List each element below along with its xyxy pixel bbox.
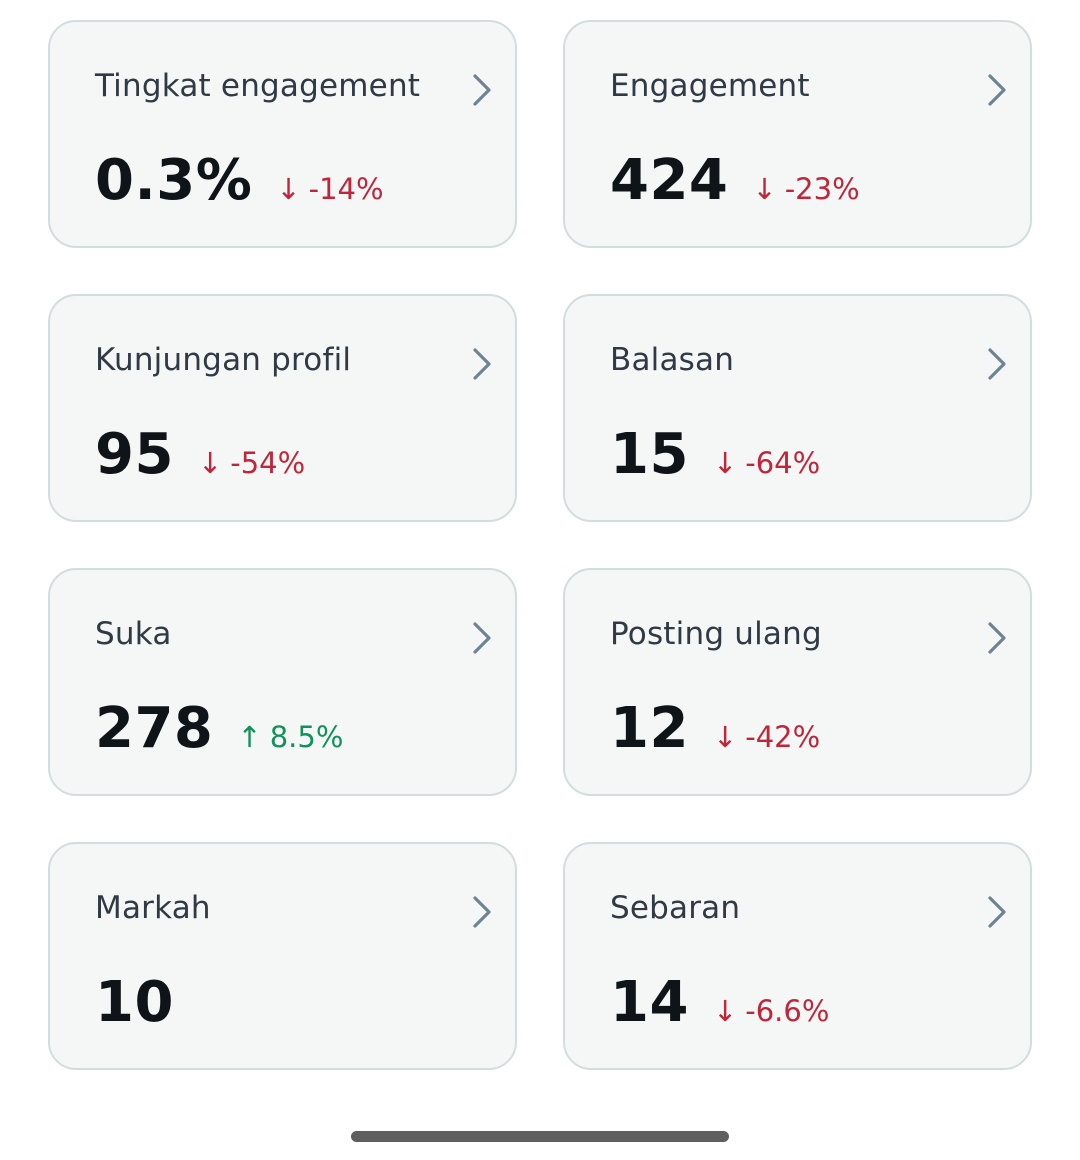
metric-value-row: 0.3% ↓ -14% bbox=[95, 148, 384, 213]
metric-value-row: 12 ↓ -42% bbox=[610, 696, 820, 761]
metric-change-value: -23% bbox=[784, 172, 860, 206]
metric-value: 278 bbox=[95, 696, 214, 761]
metric-change: ↓ -23% bbox=[752, 172, 859, 206]
metric-card-replies[interactable]: Balasan 15 ↓ -64% bbox=[563, 294, 1032, 522]
chevron-right-icon bbox=[988, 622, 1006, 654]
metric-change: ↓ -42% bbox=[713, 720, 820, 754]
metric-card-engagement[interactable]: Engagement 424 ↓ -23% bbox=[563, 20, 1032, 248]
metric-label: Balasan bbox=[610, 342, 735, 378]
metric-value: 95 bbox=[95, 422, 174, 487]
metric-value-row: 95 ↓ -54% bbox=[95, 422, 305, 487]
metric-label: Sebaran bbox=[610, 890, 741, 926]
metric-label: Engagement bbox=[610, 68, 810, 104]
metric-value-row: 14 ↓ -6.6% bbox=[610, 970, 829, 1035]
arrow-down-icon: ↓ bbox=[712, 446, 738, 480]
metric-change-value: -42% bbox=[745, 720, 821, 754]
metric-card-shares[interactable]: Sebaran 14 ↓ -6.6% bbox=[563, 842, 1032, 1070]
metric-card-bookmarks[interactable]: Markah 10 bbox=[48, 842, 517, 1070]
metric-value-row: 424 ↓ -23% bbox=[610, 148, 860, 213]
metric-change: ↓ -64% bbox=[713, 446, 820, 480]
metric-label: Tingkat engagement bbox=[95, 68, 421, 104]
metric-label: Markah bbox=[95, 890, 211, 926]
metric-value: 0.3% bbox=[95, 148, 253, 213]
metric-change: ↑ 8.5% bbox=[237, 720, 343, 754]
chevron-right-icon bbox=[473, 896, 491, 928]
metric-label: Kunjungan profil bbox=[95, 342, 352, 378]
metric-value: 424 bbox=[610, 148, 729, 213]
chevron-right-icon bbox=[473, 622, 491, 654]
metric-change-value: 8.5% bbox=[269, 720, 344, 754]
metric-value: 12 bbox=[610, 696, 689, 761]
metric-value-row: 278 ↑ 8.5% bbox=[95, 696, 343, 761]
metrics-grid: Tingkat engagement 0.3% ↓ -14% Engagemen… bbox=[48, 20, 1032, 1070]
metric-label: Suka bbox=[95, 616, 172, 652]
home-indicator[interactable] bbox=[351, 1131, 729, 1142]
metric-card-profile-visits[interactable]: Kunjungan profil 95 ↓ -54% bbox=[48, 294, 517, 522]
metric-value-row: 10 bbox=[95, 970, 174, 1035]
chevron-right-icon bbox=[988, 896, 1006, 928]
metric-change: ↓ -6.6% bbox=[713, 994, 829, 1028]
metric-card-likes[interactable]: Suka 278 ↑ 8.5% bbox=[48, 568, 517, 796]
metric-value: 15 bbox=[610, 422, 689, 487]
metric-change-value: -54% bbox=[230, 446, 306, 480]
chevron-right-icon bbox=[473, 348, 491, 380]
metric-value: 14 bbox=[610, 970, 689, 1035]
arrow-down-icon: ↓ bbox=[712, 994, 738, 1028]
arrow-up-icon: ↑ bbox=[237, 720, 262, 754]
metric-change: ↓ -14% bbox=[276, 172, 383, 206]
metric-value-row: 15 ↓ -64% bbox=[610, 422, 820, 487]
metric-card-reposts[interactable]: Posting ulang 12 ↓ -42% bbox=[563, 568, 1032, 796]
metric-change-value: -6.6% bbox=[745, 994, 830, 1028]
chevron-right-icon bbox=[988, 74, 1006, 106]
chevron-right-icon bbox=[473, 74, 491, 106]
chevron-right-icon bbox=[988, 348, 1006, 380]
metric-change: ↓ -54% bbox=[198, 446, 305, 480]
arrow-down-icon: ↓ bbox=[197, 446, 223, 480]
arrow-down-icon: ↓ bbox=[752, 172, 777, 206]
metric-label: Posting ulang bbox=[610, 616, 822, 652]
metric-change-value: -64% bbox=[745, 446, 821, 480]
arrow-down-icon: ↓ bbox=[276, 172, 301, 206]
arrow-down-icon: ↓ bbox=[712, 720, 738, 754]
metric-change-value: -14% bbox=[308, 172, 384, 206]
metric-card-engagement-rate[interactable]: Tingkat engagement 0.3% ↓ -14% bbox=[48, 20, 517, 248]
metric-value: 10 bbox=[95, 970, 174, 1035]
